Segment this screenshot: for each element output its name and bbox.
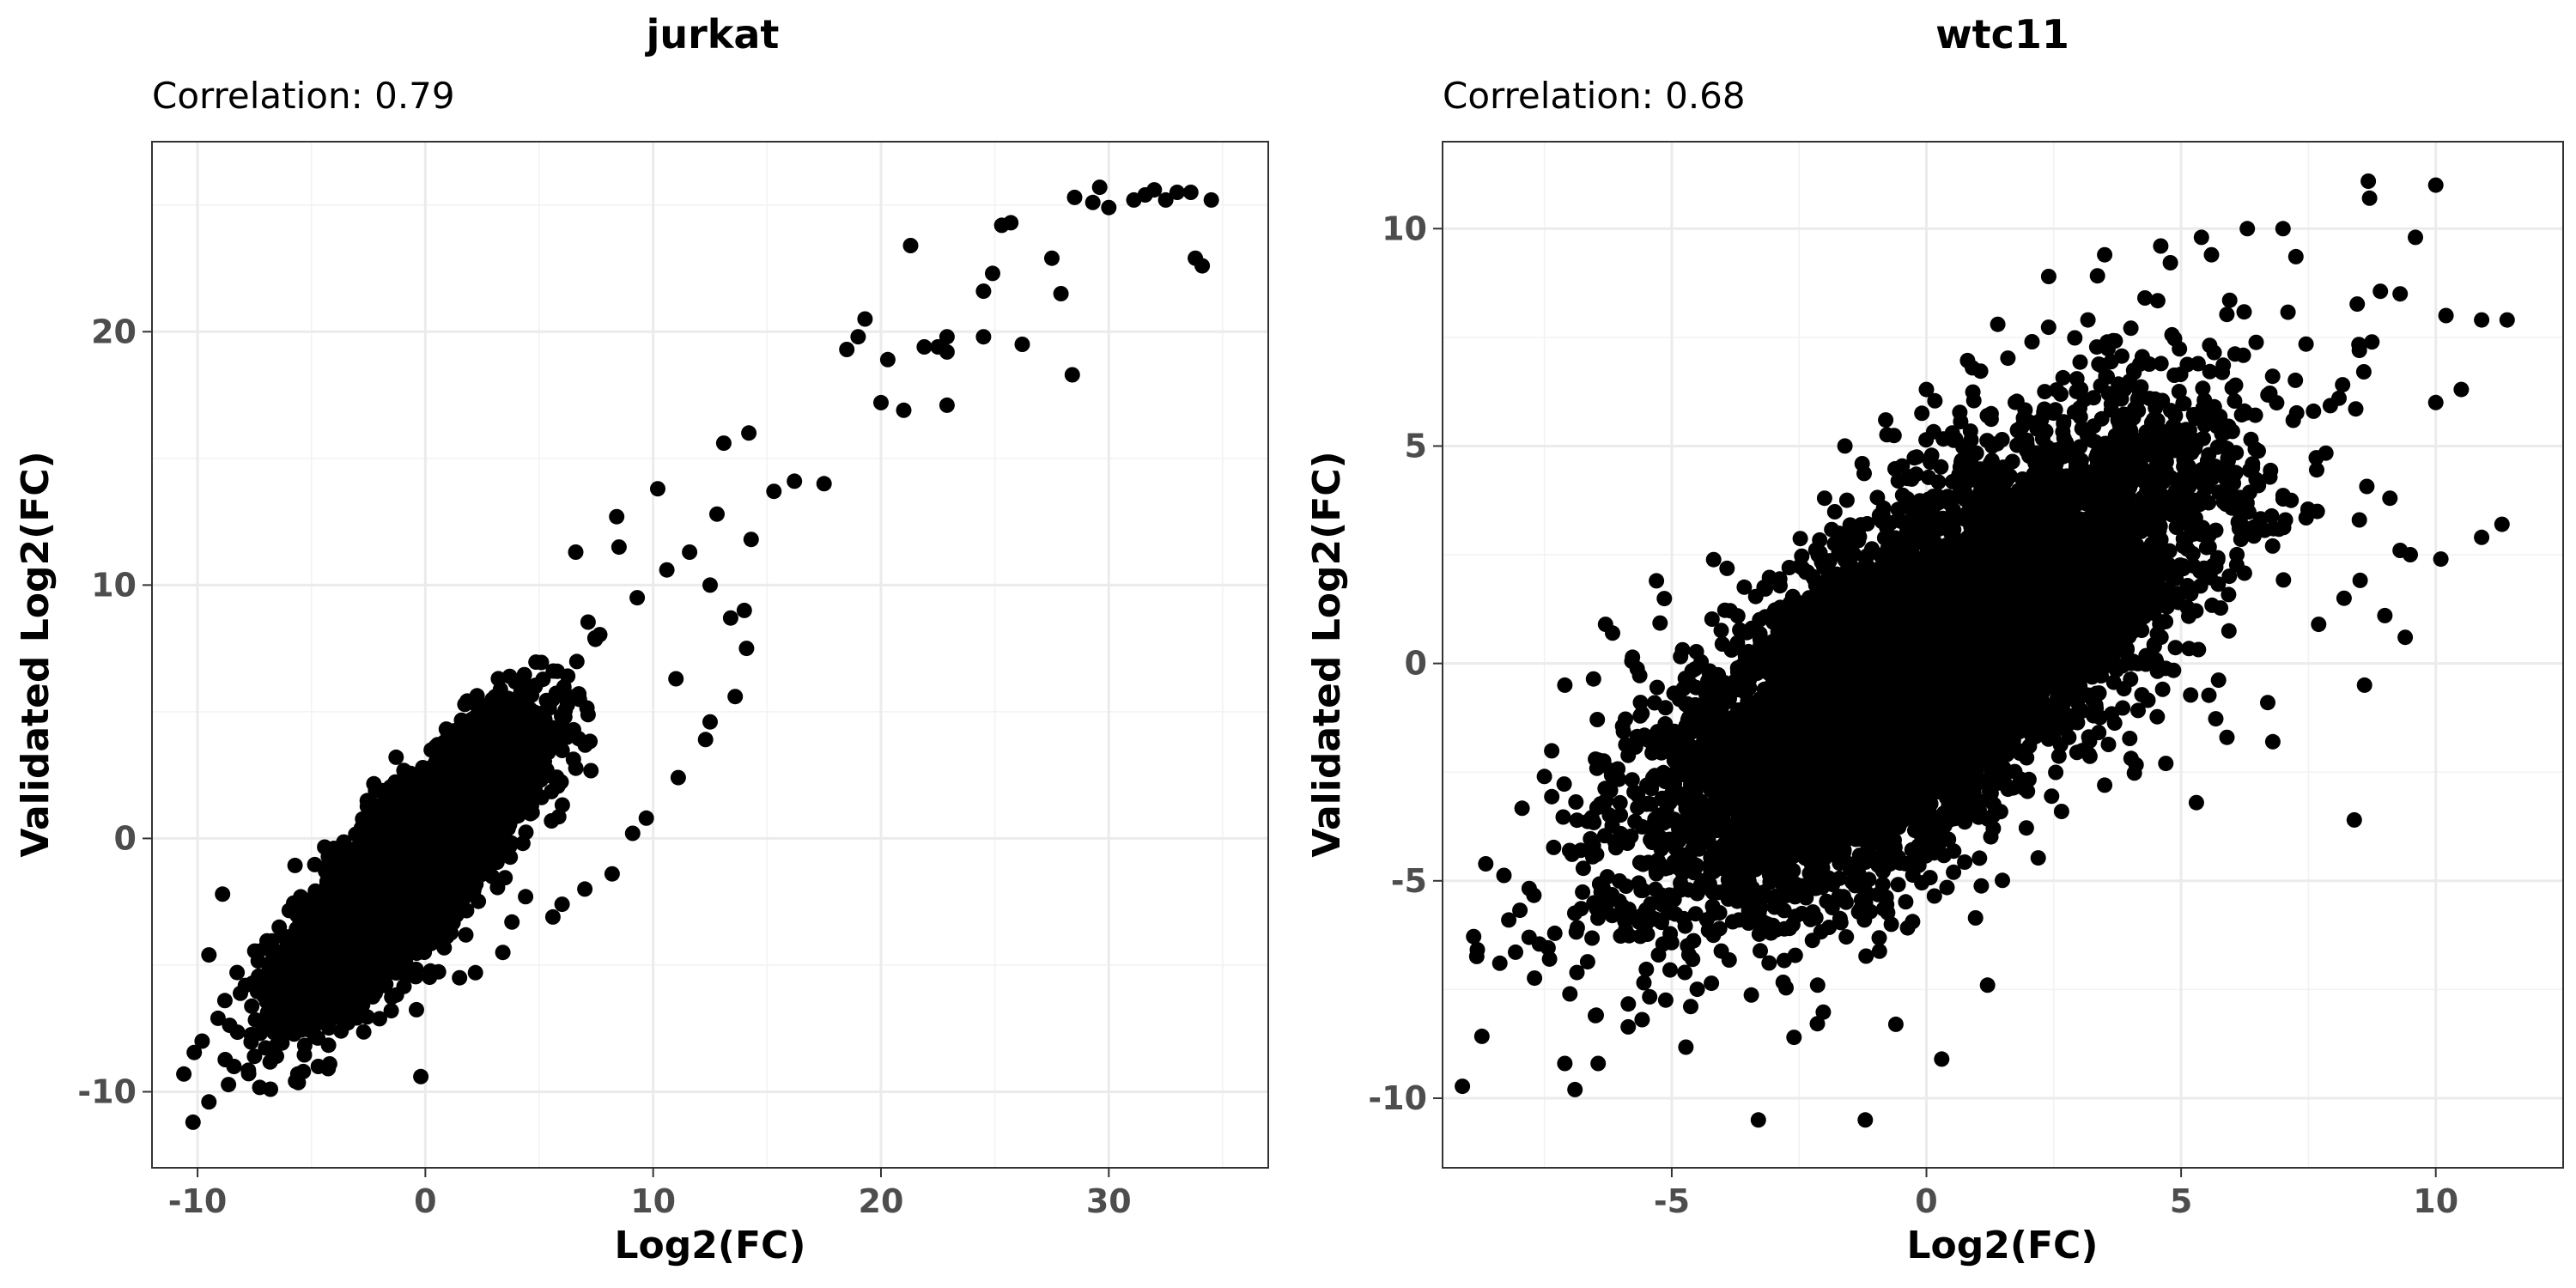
data-point	[395, 933, 411, 949]
data-point	[229, 1024, 246, 1041]
data-point	[533, 654, 550, 671]
data-point	[416, 945, 433, 960]
data-point	[295, 910, 312, 927]
data-point	[490, 873, 507, 890]
data-point	[568, 760, 584, 776]
data-point	[459, 902, 475, 919]
data-point	[388, 749, 404, 765]
data-point	[310, 1030, 326, 1046]
data-point	[396, 978, 412, 994]
data-point	[240, 1062, 257, 1078]
data-point	[514, 835, 531, 852]
data-point	[247, 1012, 264, 1028]
data-point	[580, 614, 596, 630]
data-point	[583, 762, 599, 779]
data-point	[526, 777, 543, 793]
data-point	[392, 808, 408, 824]
data-point	[492, 681, 508, 697]
data-point	[568, 653, 585, 670]
data-point	[549, 774, 565, 790]
data-point	[368, 960, 384, 976]
data-point	[296, 1037, 313, 1054]
data-point	[487, 698, 503, 714]
data-point	[458, 927, 474, 943]
data-point	[504, 725, 519, 741]
data-point	[549, 733, 565, 750]
data-point	[567, 689, 583, 705]
data-point	[307, 856, 323, 872]
data-point	[463, 876, 479, 892]
data-point	[287, 857, 303, 873]
panel-subtitle: Correlation: 0.79	[152, 75, 455, 117]
data-point	[267, 972, 283, 988]
data-point	[586, 630, 603, 646]
data-point	[229, 964, 246, 981]
data-point	[436, 939, 453, 956]
data-point	[469, 688, 485, 704]
data-point	[397, 776, 413, 793]
data-point	[320, 857, 337, 872]
scatter-points	[176, 179, 1219, 1130]
panel-jurkat: jurkat Correlation: 0.79 -10 0 10 20 30-1001…	[14, 11, 1269, 1267]
data-point	[430, 963, 447, 980]
data-point	[366, 775, 382, 792]
data-point	[550, 663, 565, 679]
data-point	[282, 928, 298, 945]
data-point	[548, 685, 564, 702]
data-point	[409, 1001, 424, 1018]
data-point	[243, 1027, 259, 1042]
data-point	[221, 1077, 237, 1093]
panel-title: jurkat	[645, 11, 780, 58]
data-point	[579, 700, 595, 716]
data-point	[355, 1024, 372, 1040]
data-point	[396, 762, 412, 779]
data-point	[582, 733, 598, 750]
data-point	[244, 998, 260, 1014]
